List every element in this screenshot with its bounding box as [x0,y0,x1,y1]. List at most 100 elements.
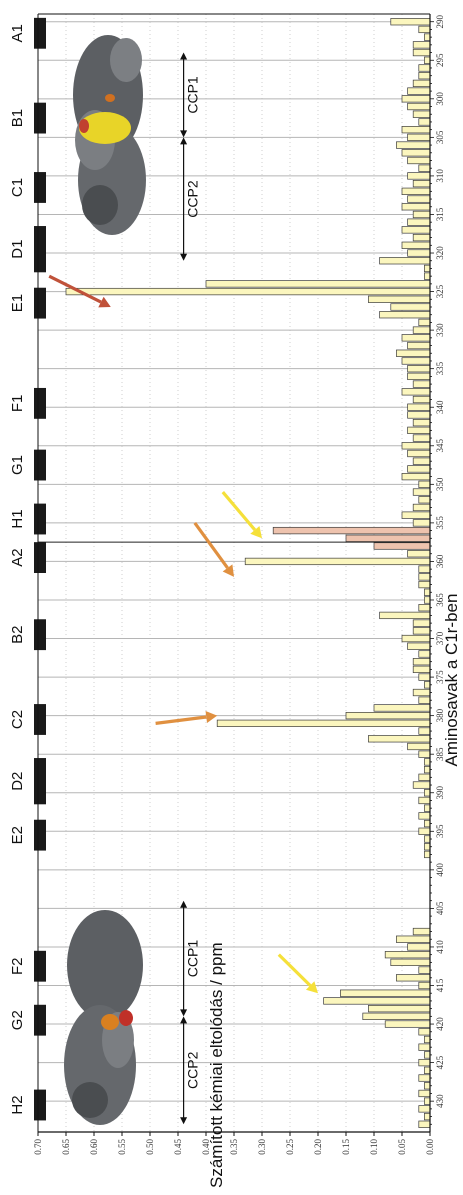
domain-span-label: CCP2 [185,1051,201,1089]
bar [418,480,431,488]
bar [396,974,431,982]
axes: 0.00 0.05 0.10 0.15 0.20 0.25 0.30 0.35 0.40 0.45… [33,13,445,1155]
residue-tick-label: 420 [435,1017,445,1031]
bar [418,118,431,126]
domain-spans: CCP1 CCP2 CCP1 CCP2 [180,52,201,1125]
bar [418,796,431,805]
bar [424,264,431,273]
strand-label: H1 [9,509,26,528]
bar [407,411,431,419]
bar [418,1028,431,1036]
bar [412,326,431,334]
bar [412,79,431,88]
bar [412,627,431,635]
residue-tick-label: 290 [435,14,445,28]
bar [401,226,431,234]
bar [401,442,431,450]
bar [401,149,431,157]
value-tick-label: 0.30 [257,1139,267,1155]
bar [424,33,431,41]
bar [401,334,431,342]
bar [407,172,431,180]
bar [401,95,431,103]
bar [412,48,431,57]
bar [424,272,431,280]
bar [407,365,431,373]
bar [412,488,431,496]
strand-block [34,619,46,651]
arrows [48,274,318,994]
bar [407,550,431,558]
residue-tick-label: 305 [435,130,445,144]
bar [401,241,431,249]
annotation-arrow-head [305,981,318,994]
bar [424,1066,431,1074]
strand-block [34,542,46,573]
bar [412,658,431,666]
residue-tick-label: 415 [435,978,445,992]
bar [407,449,431,458]
bar [407,133,431,141]
strand-label: A1 [9,24,26,42]
value-tick-label: 0.70 [33,1139,43,1155]
bar [205,280,431,288]
bar [412,781,431,789]
strand-label: B1 [9,109,26,127]
bar [407,341,431,350]
value-tick-label: 0.15 [341,1139,351,1155]
residue-tick-label: 300 [435,92,445,106]
bar [424,765,431,774]
bar [418,750,431,758]
bar [412,688,431,697]
bar [407,156,431,165]
bar [407,426,431,434]
strand-label: G2 [9,1010,26,1030]
annotation-arrow-line [155,715,207,725]
annotation-arrow-line [221,491,257,531]
strand-block [34,950,46,982]
x-axis-label: Aminosavak a C1r-ben [442,594,461,767]
domain-span-label: CCP2 [185,180,201,218]
residue-tick-label: 390 [435,785,445,799]
bar [424,596,431,604]
bar [407,465,431,473]
bar [418,696,431,704]
bar [412,110,431,118]
bar [401,203,431,211]
bar [412,927,431,936]
bar [407,87,431,95]
domain-span-label: CCP1 [185,76,201,114]
residue-tick-label: 310 [435,169,445,183]
value-tick-label: 0.45 [173,1139,183,1155]
residue-tick-label: 400 [435,863,445,877]
strand-block [34,503,46,535]
bar [424,789,431,797]
bar [418,1058,431,1067]
bar [412,419,431,427]
bar [396,141,431,149]
bar [379,257,431,265]
strand-label: B2 [9,626,26,644]
bar [424,843,431,851]
strand-label: D1 [9,240,26,259]
bar [407,943,431,951]
strand-block [34,172,46,203]
strand-label: F1 [9,395,26,413]
bar [424,850,431,859]
bar [418,318,431,327]
bar [345,712,431,720]
bar [412,457,431,465]
bar [424,681,431,689]
bar [412,41,431,49]
residue-tick-label: 410 [435,940,445,954]
domain-span-arrowhead [180,1009,188,1017]
domain-span-arrowhead [180,130,188,138]
bar [412,380,431,388]
strand-label: H2 [9,1095,26,1114]
strand-label: F2 [9,957,26,975]
bar [345,534,431,542]
bar [384,951,431,959]
bar [424,835,431,843]
bar [362,1012,431,1020]
